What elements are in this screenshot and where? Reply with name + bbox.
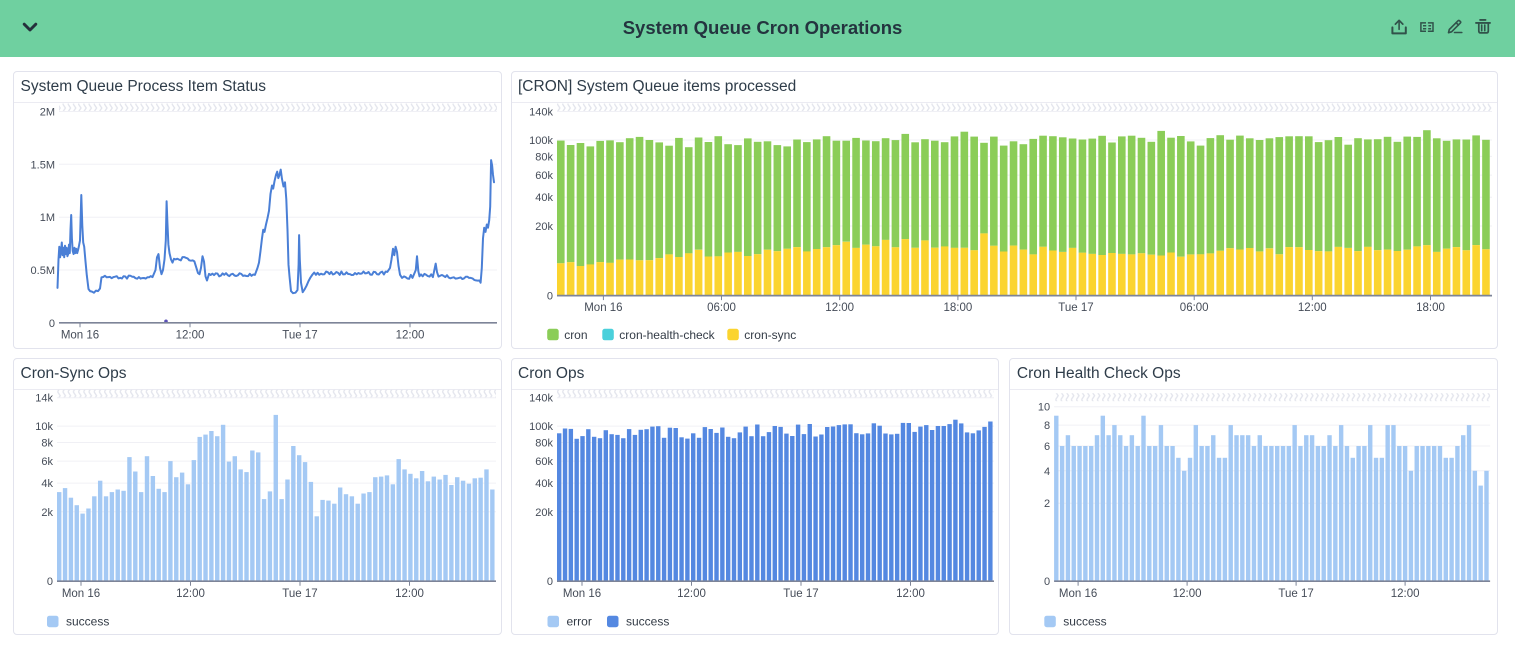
- svg-text:06:00: 06:00: [707, 302, 736, 314]
- svg-text:0: 0: [47, 576, 53, 588]
- svg-text:Mon 16: Mon 16: [61, 329, 99, 341]
- svg-text:1M: 1M: [40, 212, 55, 224]
- svg-text:0: 0: [546, 576, 552, 588]
- svg-text:20k: 20k: [535, 507, 553, 519]
- svg-text:6: 6: [1044, 441, 1050, 453]
- svg-text:06:00: 06:00: [1179, 302, 1208, 314]
- svg-text:12:00: 12:00: [1391, 588, 1420, 600]
- svg-text:cron: cron: [564, 328, 587, 342]
- svg-text:2M: 2M: [40, 107, 55, 119]
- svg-text:2: 2: [1044, 498, 1050, 510]
- svg-text:18:00: 18:00: [943, 302, 972, 314]
- svg-text:18:00: 18:00: [1416, 302, 1445, 314]
- svg-text:12:00: 12:00: [396, 329, 425, 341]
- svg-text:success: success: [66, 615, 109, 629]
- svg-text:0.5M: 0.5M: [31, 265, 55, 277]
- svg-text:Tue 17: Tue 17: [1279, 588, 1314, 600]
- svg-text:10: 10: [1038, 402, 1050, 414]
- svg-text:0: 0: [546, 291, 552, 303]
- svg-text:8k: 8k: [41, 438, 53, 450]
- svg-text:success: success: [626, 615, 669, 629]
- svg-text:100k: 100k: [529, 421, 553, 433]
- svg-text:6k: 6k: [41, 456, 53, 468]
- svg-text:40k: 40k: [535, 192, 553, 204]
- svg-text:8: 8: [1044, 420, 1050, 432]
- svg-text:2k: 2k: [41, 507, 53, 519]
- svg-text:0: 0: [1044, 576, 1050, 588]
- svg-text:12:00: 12:00: [677, 588, 706, 600]
- svg-text:60k: 60k: [535, 456, 553, 468]
- svg-text:14k: 14k: [35, 393, 53, 405]
- svg-text:12:00: 12:00: [176, 329, 205, 341]
- svg-text:Tue 17: Tue 17: [1058, 302, 1093, 314]
- svg-text:80k: 80k: [535, 151, 553, 163]
- svg-text:140k: 140k: [529, 107, 553, 119]
- svg-text:12:00: 12:00: [395, 588, 424, 600]
- svg-text:100k: 100k: [529, 135, 553, 147]
- svg-text:140k: 140k: [529, 393, 553, 405]
- svg-text:cron-health-check: cron-health-check: [619, 328, 715, 342]
- svg-text:12:00: 12:00: [825, 302, 854, 314]
- svg-text:60k: 60k: [535, 170, 553, 182]
- svg-text:Mon 16: Mon 16: [1059, 588, 1097, 600]
- svg-text:cron-sync: cron-sync: [744, 328, 796, 342]
- svg-text:20k: 20k: [535, 221, 553, 233]
- svg-text:4: 4: [1044, 466, 1050, 478]
- svg-text:4k: 4k: [41, 478, 53, 490]
- svg-text:12:00: 12:00: [176, 588, 205, 600]
- svg-text:12:00: 12:00: [1297, 302, 1326, 314]
- svg-text:Tue 17: Tue 17: [783, 588, 818, 600]
- svg-text:1.5M: 1.5M: [31, 159, 55, 171]
- svg-text:12:00: 12:00: [896, 588, 925, 600]
- svg-text:Mon 16: Mon 16: [562, 588, 600, 600]
- svg-text:40k: 40k: [535, 478, 553, 490]
- svg-text:80k: 80k: [535, 438, 553, 450]
- svg-text:Tue 17: Tue 17: [282, 588, 317, 600]
- svg-text:12:00: 12:00: [1173, 588, 1202, 600]
- svg-text:success: success: [1064, 615, 1107, 629]
- svg-text:Tue 17: Tue 17: [282, 329, 317, 341]
- svg-text:0: 0: [49, 318, 55, 330]
- svg-text:10k: 10k: [35, 421, 53, 433]
- svg-text:Mon 16: Mon 16: [62, 588, 100, 600]
- svg-text:Mon 16: Mon 16: [584, 302, 622, 314]
- svg-text:error: error: [566, 615, 591, 629]
